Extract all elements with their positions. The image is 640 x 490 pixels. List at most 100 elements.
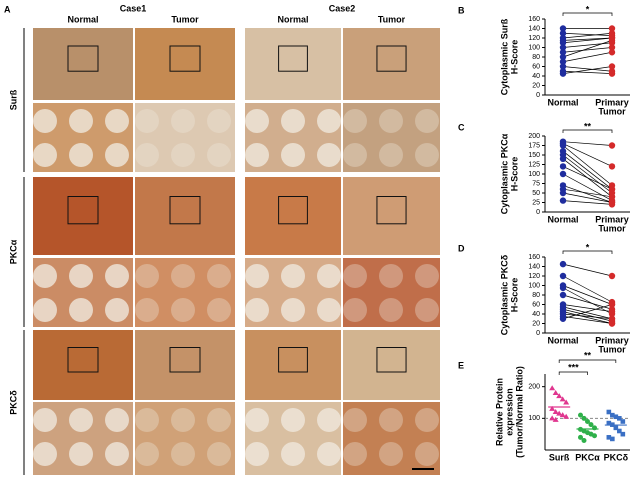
dot: [578, 412, 583, 418]
gland: [379, 264, 403, 288]
pair-line: [562, 200, 613, 205]
y-tick-label: 150: [528, 152, 540, 159]
dot: [559, 315, 567, 322]
pair-line: [562, 42, 613, 48]
y-tick-label: 100: [528, 171, 540, 178]
pair-line: [562, 66, 613, 72]
pair-line: [562, 285, 613, 305]
gland: [69, 109, 93, 133]
dot: [559, 155, 567, 162]
gland: [379, 143, 403, 167]
pair-line: [562, 294, 613, 310]
gland: [171, 408, 195, 432]
pair-line: [562, 185, 613, 203]
y-axis-label: Cytoplasmic PKCδ: [499, 254, 509, 335]
pair-line: [562, 173, 613, 201]
x-tick-label: PKCδ: [604, 452, 629, 462]
dot: [563, 399, 570, 405]
dot: [559, 284, 567, 292]
gland: [69, 143, 93, 167]
gland: [33, 298, 57, 322]
y-tick-label: 25: [532, 199, 540, 206]
dot: [608, 163, 616, 170]
gland: [105, 442, 129, 466]
dot: [608, 320, 616, 327]
dot: [608, 44, 616, 51]
pair-line: [562, 287, 613, 315]
x-tick-label: Surß: [549, 452, 570, 462]
column-label: Tumor: [171, 14, 199, 24]
dot: [608, 70, 616, 77]
inset-box: [278, 347, 308, 373]
y-axis-label: Relative Protein: [494, 378, 504, 446]
dot: [608, 308, 616, 315]
histology-overview: [245, 330, 341, 400]
column-label: Normal: [277, 14, 308, 24]
y-tick-label: 140: [528, 25, 540, 32]
dot: [559, 260, 567, 268]
gland: [317, 109, 341, 133]
dot: [559, 58, 567, 65]
dot: [613, 414, 619, 420]
gland: [343, 442, 367, 466]
dot: [552, 390, 559, 395]
y-tick-label: 60: [532, 63, 540, 70]
gland: [171, 143, 195, 167]
dot: [581, 415, 587, 421]
x-tick-label: Normal: [547, 335, 578, 345]
histology-overview: [245, 177, 341, 255]
pair-line: [562, 145, 613, 186]
dot: [578, 434, 583, 440]
dot: [559, 63, 567, 70]
column-label: Normal: [67, 14, 98, 24]
pair-line: [562, 166, 613, 190]
dot: [563, 413, 570, 419]
gland: [245, 442, 269, 466]
histology-overview: [33, 28, 133, 100]
gland: [207, 442, 231, 466]
y-tick-label: 40: [532, 73, 540, 80]
y-tick-label: 40: [532, 311, 540, 318]
panel-label: D: [458, 243, 465, 253]
histology-zoom: [343, 103, 440, 172]
significance: ***: [568, 362, 579, 372]
gland: [343, 264, 367, 288]
sig-bracket: [562, 129, 613, 133]
y-tick-label: 200: [528, 133, 540, 140]
gland: [171, 109, 195, 133]
dot: [559, 396, 566, 402]
y-axis-label: (Tumor/Normal Ratio): [514, 366, 524, 458]
histology-overview: [135, 177, 235, 255]
gland: [105, 143, 129, 167]
gland: [105, 109, 129, 133]
gland: [171, 442, 195, 466]
y-tick-label: 175: [528, 142, 540, 149]
y-tick-label: 80: [532, 292, 540, 299]
x-tick-label: Primary: [595, 97, 629, 107]
y-axis-label: Cytoplasmic PKCα: [499, 133, 509, 214]
gland: [245, 408, 269, 432]
gland: [379, 109, 403, 133]
dot: [608, 193, 616, 200]
dot: [608, 25, 616, 32]
dot: [559, 197, 567, 204]
row-label: PKCδ: [8, 390, 18, 415]
y-axis-label: expression: [504, 388, 514, 436]
dot: [559, 142, 567, 149]
dot: [585, 419, 590, 424]
gland: [33, 442, 57, 466]
dot: [592, 425, 597, 431]
x-tick-label: Primary: [595, 335, 629, 345]
histology-overview: [343, 28, 440, 100]
histology-overview: [245, 28, 341, 100]
sig-bracket: [558, 359, 617, 363]
dot: [559, 163, 567, 170]
dot: [588, 422, 594, 428]
gland: [317, 442, 341, 466]
histology-zoom: [135, 402, 235, 475]
dot: [559, 39, 567, 46]
pair-line: [562, 275, 613, 303]
dot: [559, 291, 567, 299]
x-tick-label: Normal: [547, 214, 578, 224]
y-axis-label: H-Score: [509, 278, 519, 313]
